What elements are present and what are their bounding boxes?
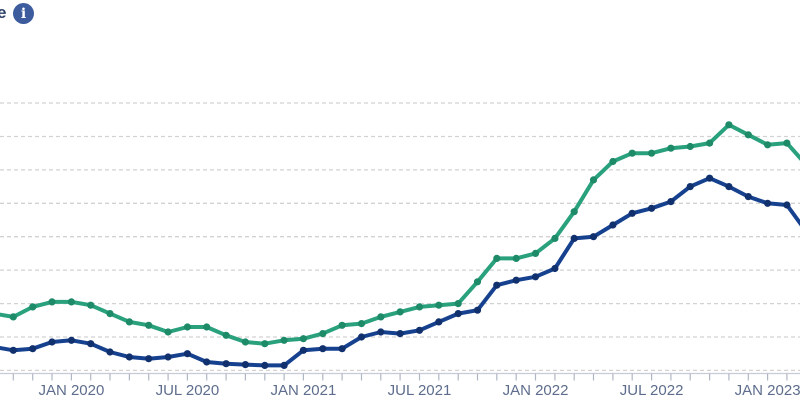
data-point-marker[interactable]	[396, 330, 404, 338]
data-point-marker[interactable]	[764, 141, 772, 149]
data-point-marker[interactable]	[686, 142, 694, 151]
data-point-marker[interactable]	[183, 323, 191, 331]
data-point-marker[interactable]	[628, 209, 636, 217]
x-tick-label: JUL 2020	[156, 382, 220, 399]
data-point-marker[interactable]	[319, 345, 327, 353]
data-point-marker[interactable]	[415, 303, 424, 311]
data-point-marker[interactable]	[570, 234, 578, 242]
data-point-marker[interactable]	[435, 301, 443, 309]
x-tick-label: JAN 2022	[503, 382, 569, 399]
data-point-marker[interactable]	[686, 183, 694, 191]
data-point-marker[interactable]	[648, 204, 656, 212]
data-point-marker[interactable]	[319, 330, 327, 338]
data-point-marker[interactable]	[609, 157, 617, 166]
data-point-marker[interactable]	[9, 346, 17, 354]
x-axis-ticks: JAN 2020 JUL 2020 JAN 2021 JUL 2021 JAN 2022…	[12, 373, 800, 399]
data-point-marker[interactable]	[783, 139, 791, 147]
data-point-marker[interactable]	[299, 335, 307, 343]
data-point-marker[interactable]	[493, 281, 501, 289]
data-point-marker[interactable]	[454, 300, 462, 308]
data-point-marker[interactable]	[725, 183, 733, 191]
data-point-marker[interactable]	[589, 233, 598, 241]
data-point-marker[interactable]	[531, 249, 540, 257]
data-point-marker[interactable]	[764, 199, 772, 207]
data-point-marker[interactable]	[145, 321, 153, 329]
data-point-marker[interactable]	[415, 326, 424, 334]
data-point-marker[interactable]	[222, 331, 230, 339]
x-tick-label: JAN 2023	[735, 382, 800, 399]
data-point-marker[interactable]	[338, 321, 346, 329]
data-point-marker[interactable]	[48, 338, 56, 346]
data-point-marker[interactable]	[783, 201, 791, 209]
data-point-marker[interactable]	[493, 254, 501, 262]
data-point-marker[interactable]	[377, 328, 385, 336]
data-point-marker[interactable]	[473, 306, 482, 314]
data-point-marker[interactable]	[280, 336, 288, 344]
data-point-marker[interactable]	[29, 345, 37, 353]
x-tick-label: JUL 2021	[388, 382, 452, 399]
data-point-marker[interactable]	[203, 358, 211, 366]
data-point-marker[interactable]	[667, 198, 675, 206]
x-tick-label: JAN 2021	[270, 382, 336, 399]
data-point-marker[interactable]	[106, 310, 114, 318]
gridlines	[0, 102, 800, 372]
data-point-marker[interactable]	[67, 336, 75, 344]
series-green	[0, 121, 800, 348]
data-point-marker[interactable]	[29, 303, 37, 311]
data-point-marker[interactable]	[648, 149, 656, 157]
data-point-marker[interactable]	[454, 310, 462, 318]
info-icon[interactable]: i	[13, 3, 34, 24]
data-point-marker[interactable]	[706, 139, 714, 147]
data-point-marker[interactable]	[435, 318, 443, 326]
data-point-marker[interactable]	[145, 355, 153, 363]
data-point-marker[interactable]	[241, 338, 249, 346]
data-point-marker[interactable]	[164, 353, 172, 361]
data-point-marker[interactable]	[125, 318, 133, 326]
data-point-marker[interactable]	[396, 308, 404, 316]
data-point-marker[interactable]	[87, 340, 95, 348]
data-point-marker[interactable]	[67, 298, 75, 306]
data-point-marker[interactable]	[725, 121, 733, 129]
data-point-marker[interactable]	[744, 193, 752, 201]
data-point-marker[interactable]	[706, 174, 714, 182]
data-point-marker[interactable]	[377, 313, 385, 321]
data-point-marker[interactable]	[9, 313, 17, 321]
data-point-marker[interactable]	[589, 176, 598, 184]
data-point-marker[interactable]	[87, 301, 95, 309]
x-tick-label: JAN 2020	[38, 382, 104, 399]
data-point-marker[interactable]	[299, 346, 307, 354]
data-point-marker[interactable]	[551, 234, 559, 242]
chart-title-partial: e	[0, 3, 7, 22]
x-tick-label: JUL 2022	[620, 382, 684, 399]
chart-header: e i	[0, 0, 300, 32]
data-point-marker[interactable]	[125, 353, 133, 361]
data-point-marker[interactable]	[512, 276, 520, 284]
data-point-marker[interactable]	[551, 264, 559, 273]
data-point-marker[interactable]	[570, 208, 578, 216]
data-point-marker[interactable]	[106, 348, 114, 356]
data-point-marker[interactable]	[628, 149, 636, 157]
data-point-marker[interactable]	[164, 328, 172, 336]
data-point-marker[interactable]	[48, 298, 56, 306]
data-point-marker[interactable]	[473, 278, 482, 286]
data-point-marker[interactable]	[531, 273, 540, 281]
data-point-marker[interactable]	[667, 144, 675, 152]
data-point-marker[interactable]	[261, 361, 269, 369]
data-point-marker[interactable]	[512, 254, 520, 262]
data-point-marker[interactable]	[222, 360, 230, 368]
data-point-marker[interactable]	[280, 361, 288, 369]
series-navy	[0, 174, 800, 369]
data-point-marker[interactable]	[183, 350, 191, 358]
data-point-marker[interactable]	[203, 323, 211, 331]
data-point-marker[interactable]	[338, 345, 346, 353]
data-point-marker[interactable]	[357, 333, 366, 341]
data-point-marker[interactable]	[261, 340, 269, 348]
data-point-marker[interactable]	[241, 361, 249, 369]
data-point-marker[interactable]	[609, 221, 617, 229]
data-point-marker[interactable]	[357, 320, 366, 328]
data-point-marker[interactable]	[744, 131, 752, 139]
